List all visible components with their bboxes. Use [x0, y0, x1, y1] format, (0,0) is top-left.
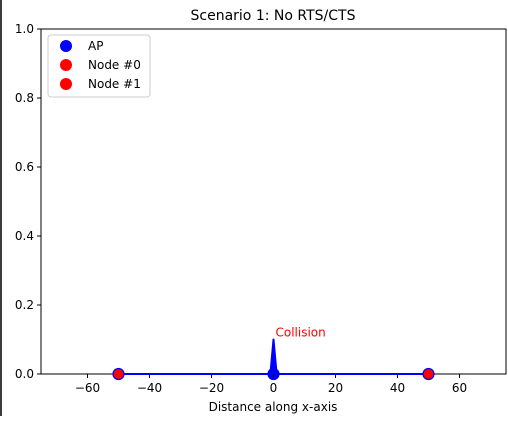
collision-annotation: Collision [276, 326, 326, 340]
legend-label: Node #1 [88, 77, 141, 91]
x-axis-label: Distance along x-axis [209, 400, 338, 414]
x-tick-label: 60 [452, 381, 467, 395]
legend-label: AP [88, 39, 103, 53]
x-tick-label: 0 [270, 381, 278, 395]
x-tick-label: 20 [328, 381, 343, 395]
window-edge [0, 0, 2, 416]
legend-label: Node #0 [88, 58, 141, 72]
plot-marks: Collision [112, 326, 435, 381]
legend-box [47, 34, 151, 98]
y-tick-label: 0.0 [15, 367, 34, 381]
x-tick-label: 40 [390, 381, 405, 395]
x-tick-label: −20 [199, 381, 224, 395]
legend-marker-ap [60, 40, 72, 52]
y-tick-label: 0.4 [15, 229, 34, 243]
legend-marker-node-0 [60, 59, 72, 71]
x-axis-ticks: −60 −40 −20 0 20 40 60 [75, 374, 467, 395]
point-node-1 [422, 367, 435, 381]
y-axis-ticks: 0.0 0.2 0.4 0.6 0.8 1.0 [15, 22, 41, 381]
y-tick-label: 1.0 [15, 22, 34, 36]
y-tick-label: 0.8 [15, 91, 34, 105]
signal-line [117, 338, 430, 375]
y-tick-label: 0.2 [15, 298, 34, 312]
legend: AP Node #0 Node #1 [47, 34, 151, 98]
point-node-0 [112, 367, 125, 381]
legend-marker-node-1 [60, 78, 72, 90]
chart-title: Scenario 1: No RTS/CTS [191, 8, 356, 24]
x-tick-label: −60 [75, 381, 100, 395]
x-tick-label: −40 [137, 381, 162, 395]
y-tick-label: 0.6 [15, 160, 34, 174]
